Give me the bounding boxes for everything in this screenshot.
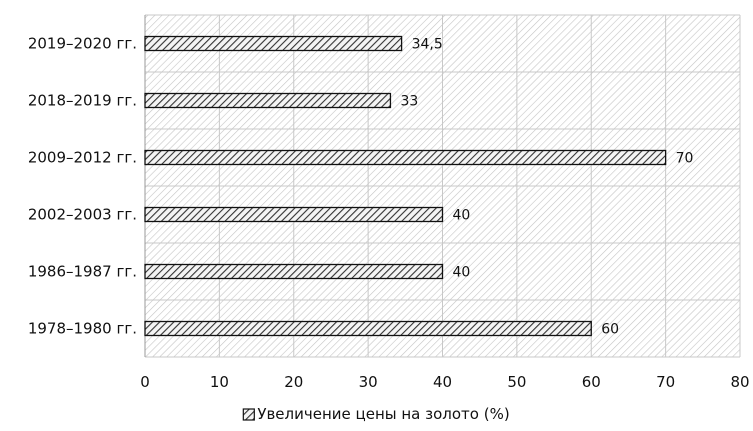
- x-tick-label: 20: [284, 373, 303, 391]
- x-tick-label: 70: [656, 373, 675, 391]
- x-tick-label: 60: [582, 373, 601, 391]
- category-label: 2018–2019 гг.: [28, 92, 137, 110]
- category-labels: 2019–2020 гг. 2018–2019 гг. 2009–2012 гг. 2…: [28, 35, 137, 338]
- legend: Увеличение цены на золото (%): [242, 405, 510, 423]
- data-label: 34,5: [412, 37, 443, 53]
- category-label: 2002–2003 гг.: [28, 206, 137, 224]
- category-label: 1978–1980 гг.: [28, 320, 137, 338]
- x-tick-labels: 0 10 20 30 40 50 60 70 80: [140, 373, 749, 391]
- grid-lines: [144, 14, 741, 358]
- data-label: 70: [676, 151, 694, 167]
- category-label: 1986–1987 гг.: [28, 263, 137, 281]
- x-tick-label: 30: [359, 373, 378, 391]
- category-label: 2009–2012 гг.: [28, 149, 137, 167]
- category-label: 2019–2020 гг.: [28, 35, 137, 53]
- x-tick-label: 0: [140, 373, 150, 391]
- bar: [144, 206, 444, 223]
- data-label: 60: [601, 322, 619, 338]
- data-label: 40: [453, 208, 471, 224]
- legend-swatch: [242, 408, 255, 421]
- bar: [144, 35, 403, 52]
- data-label: 40: [453, 265, 471, 281]
- x-tick-label: 40: [433, 373, 452, 391]
- bar: [144, 263, 444, 280]
- data-labels: 34,5 33 70 40 40 60: [400, 37, 693, 338]
- data-label: 33: [400, 94, 418, 110]
- x-tick-label: 80: [730, 373, 749, 391]
- bar: [144, 92, 392, 109]
- legend-label: Увеличение цены на золото (%): [257, 405, 509, 423]
- bar: [144, 149, 667, 166]
- x-tick-label: 10: [210, 373, 229, 391]
- bars: [144, 35, 667, 337]
- bar: [144, 320, 592, 337]
- x-tick-label: 50: [507, 373, 526, 391]
